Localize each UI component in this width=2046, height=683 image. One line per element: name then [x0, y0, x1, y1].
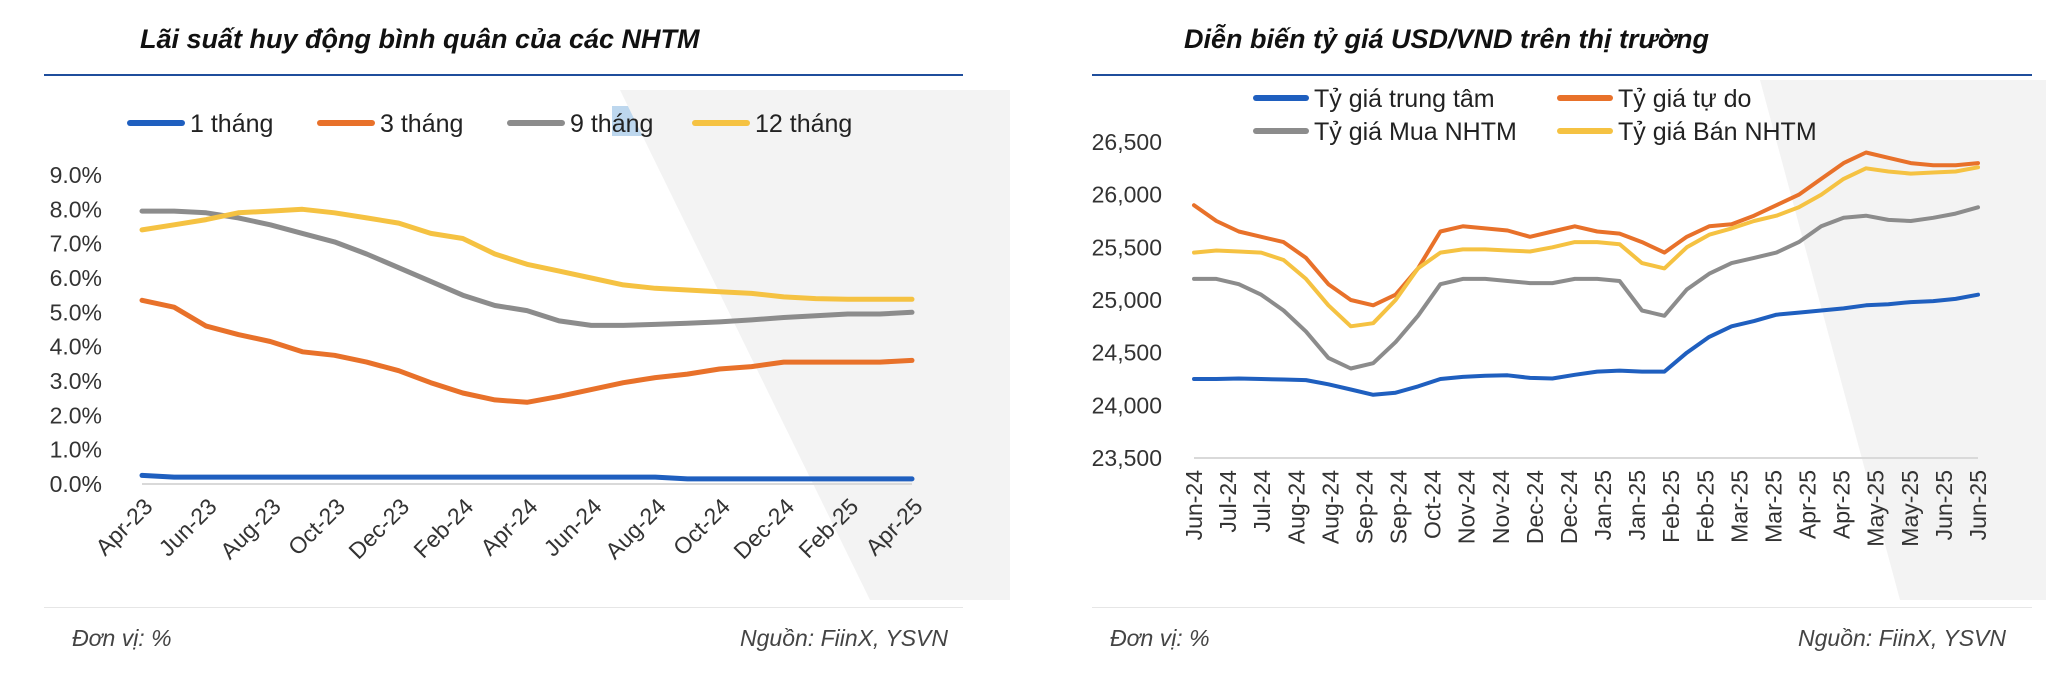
x-tick-label: Jul-24	[1249, 470, 1275, 533]
y-tick-label: 1.0%	[50, 437, 102, 463]
x-tick-label: Dec-23	[343, 493, 414, 564]
legend-label: Tỷ giá trung tâm	[1314, 85, 1495, 113]
x-tick-label: Apr-25	[1829, 470, 1855, 539]
x-tick-label: Jun-24	[1181, 470, 1207, 541]
y-tick-label: 3.0%	[50, 368, 102, 394]
series-line-4	[139, 206, 915, 302]
y-tick-label: 6.0%	[50, 265, 102, 291]
x-tick-label: Sep-24	[1386, 470, 1412, 544]
y-tick-label: 0.0%	[50, 471, 102, 497]
x-tick-label: Dec-24	[728, 493, 799, 564]
y-tick-label: 26,000	[1092, 182, 1162, 208]
x-tick-label: Jun-24	[539, 493, 607, 561]
x-tick-label: Apr-24	[475, 493, 542, 560]
right-title-divider	[1092, 74, 2032, 76]
series-line-1	[1192, 292, 1980, 397]
y-tick-label: 5.0%	[50, 299, 102, 325]
x-tick-label: May-25	[1863, 470, 1889, 547]
x-tick-label: Feb-25	[1692, 470, 1718, 543]
y-tick-label: 25,000	[1092, 287, 1162, 313]
y-tick-label: 23,500	[1092, 445, 1162, 471]
x-tick-label: Dec-24	[1522, 470, 1548, 544]
x-tick-label: Nov-24	[1454, 470, 1480, 544]
x-tick-label: Jun-25	[1931, 470, 1957, 540]
x-tick-label: Jan-25	[1624, 470, 1650, 540]
x-tick-label: Aug-24	[1317, 470, 1343, 544]
right-line-chart: 23,500 24,000 24,500 25,000 25,500 26,000 26,5…	[1092, 80, 2046, 600]
x-tick-label: Jul-24	[1215, 470, 1241, 533]
y-tick-label: 25,500	[1092, 234, 1162, 260]
left-unit-note: Đơn vị: %	[72, 625, 172, 651]
y-tick-label: 8.0%	[50, 196, 102, 222]
x-tick-label: Jun-25	[1965, 470, 1991, 540]
x-tick-label: Dec-24	[1556, 470, 1582, 544]
x-tick-label: Mar-25	[1760, 470, 1786, 543]
series-line-3	[1192, 205, 1980, 371]
legend-label: 9 tháng	[570, 110, 653, 138]
x-tick-label: Jan-25	[1590, 470, 1616, 540]
left-title-divider	[44, 74, 963, 76]
x-tick-label: Oct-23	[283, 493, 350, 560]
x-tick-label: Nov-24	[1488, 470, 1514, 544]
x-tick-label: Feb-24	[408, 493, 478, 563]
series-line-4	[1192, 165, 1980, 329]
right-chart-panel: 23,500 24,000 24,500 25,000 25,500 26,000 26,5…	[1040, 0, 2046, 683]
y-tick-label: 2.0%	[50, 402, 102, 428]
left-line-chart: 0.0% 1.0% 2.0% 3.0% 4.0% 5.0% 6.0% 7.0% 8.0% 9.0%…	[50, 90, 1010, 600]
x-tick-label: Feb-25	[1658, 470, 1684, 543]
legend-label: Tỷ giá Bán NHTM	[1618, 118, 1817, 146]
x-tick-label: Oct-24	[668, 493, 735, 560]
x-tick-label: Apr-25	[1795, 470, 1821, 539]
x-tick-label: Jun-23	[154, 493, 222, 561]
x-tick-label: Aug-24	[600, 493, 671, 564]
x-tick-label: Sep-24	[1351, 470, 1377, 544]
legend-label: Tỷ giá tự do	[1618, 85, 1751, 113]
series-line-3	[139, 208, 915, 328]
legend-label: 3 tháng	[380, 110, 463, 138]
legend-label: 1 tháng	[190, 110, 273, 138]
y-tick-label: 24,500	[1092, 340, 1162, 366]
x-tick-label: Aug-23	[215, 493, 286, 564]
x-tick-label: Aug-24	[1283, 470, 1309, 544]
y-tick-label: 24,000	[1092, 392, 1162, 418]
right-unit-note: Đơn vị: %	[1110, 625, 1210, 651]
y-tick-label: 26,500	[1092, 129, 1162, 155]
left-chart-title: Lãi suất huy động bình quân của các NHTM	[140, 24, 700, 54]
left-chart-panel: Lãi suất huy động bình quân của các NHTM…	[0, 0, 1010, 683]
left-source-note: Nguồn: FiinX, YSVN	[740, 625, 948, 651]
x-tick-label: Oct-24	[1420, 470, 1446, 539]
legend-label: Tỷ giá Mua NHTM	[1314, 118, 1517, 146]
x-tick-label: Mar-25	[1726, 470, 1752, 543]
x-tick-label: May-25	[1897, 470, 1923, 547]
y-tick-label: 9.0%	[50, 162, 102, 188]
right-source-note: Nguồn: FiinX, YSVN	[1798, 625, 2006, 651]
left-footer-divider	[44, 607, 963, 608]
y-tick-label: 7.0%	[50, 231, 102, 257]
right-footer-divider	[1092, 607, 2032, 608]
x-tick-label: Apr-23	[90, 493, 157, 560]
y-tick-label: 4.0%	[50, 334, 102, 360]
legend-label: 12 tháng	[755, 110, 852, 138]
series-line-2	[1192, 150, 1980, 308]
series-line-1	[139, 472, 915, 482]
watermark-shape	[620, 90, 1010, 600]
right-chart-title: Diễn biến tỷ giá USD/VND trên thị trường	[1184, 24, 1709, 54]
series-line-2	[139, 297, 915, 405]
